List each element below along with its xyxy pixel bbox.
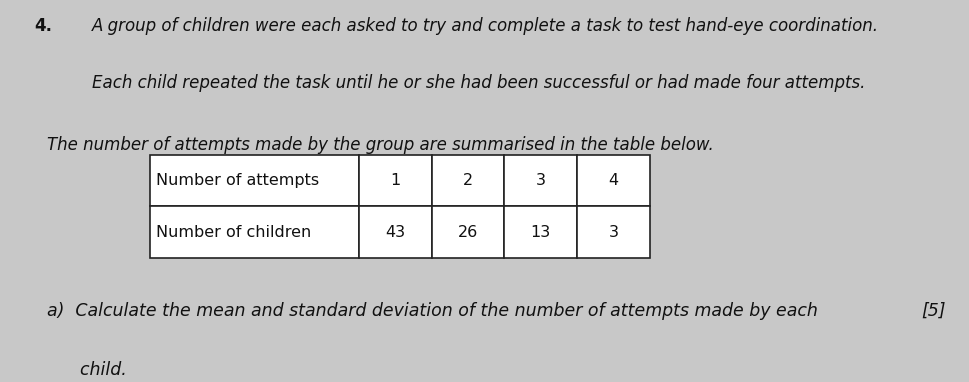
Text: [5]: [5]	[921, 302, 945, 320]
Text: 4: 4	[608, 173, 618, 188]
Text: child.: child.	[47, 361, 126, 379]
Text: 1: 1	[390, 173, 400, 188]
Bar	[577, 155, 649, 206]
Text: 2: 2	[462, 173, 473, 188]
Bar	[431, 206, 504, 258]
Text: 13: 13	[530, 225, 550, 240]
Bar	[150, 155, 359, 206]
Bar	[504, 155, 577, 206]
Bar	[431, 155, 504, 206]
Text: 43: 43	[385, 225, 405, 240]
Text: a)  Calculate the mean and standard deviation of the number of attempts made by : a) Calculate the mean and standard devia…	[47, 302, 817, 320]
Bar	[150, 206, 359, 258]
Text: Number of attempts: Number of attempts	[156, 173, 319, 188]
Text: 26: 26	[457, 225, 478, 240]
Text: Each child repeated the task until he or she had been successful or had made fou: Each child repeated the task until he or…	[92, 74, 864, 92]
Bar	[577, 206, 649, 258]
Text: Number of children: Number of children	[156, 225, 311, 240]
Text: 4.: 4.	[34, 17, 52, 35]
Text: 3: 3	[608, 225, 618, 240]
Bar	[359, 206, 431, 258]
Bar	[504, 206, 577, 258]
Text: A group of children were each asked to try and complete a task to test hand-eye : A group of children were each asked to t…	[92, 17, 878, 35]
Text: 3: 3	[535, 173, 546, 188]
Bar	[359, 155, 431, 206]
Text: The number of attempts made by the group are summarised in the table below.: The number of attempts made by the group…	[47, 136, 712, 154]
